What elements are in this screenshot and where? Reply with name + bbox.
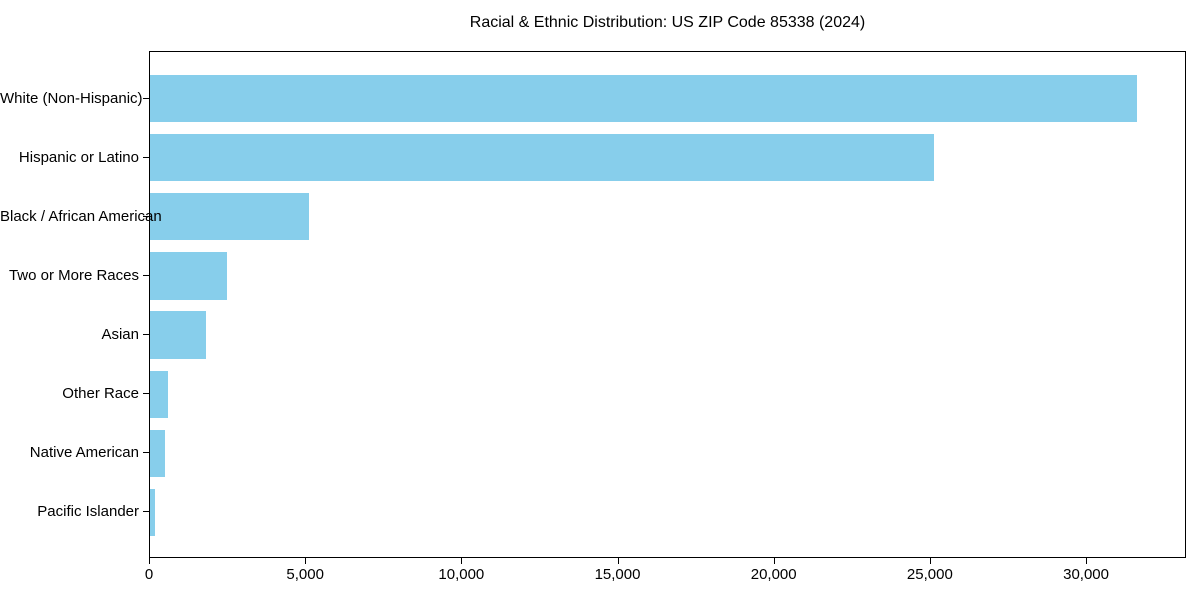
x-axis-tick <box>461 558 462 564</box>
bar-native-american <box>150 429 166 477</box>
bar-black-african-american <box>150 193 309 241</box>
x-axis-tick <box>774 558 775 564</box>
y-axis-label-hispanic-or-latino: Hispanic or Latino <box>18 149 139 166</box>
x-axis-tick-label: 0 <box>144 566 154 583</box>
x-axis-tick-label: 5,000 <box>286 566 324 583</box>
x-axis-tick <box>305 558 306 564</box>
y-axis-label-pacific-islander: Pacific Islander <box>37 503 139 520</box>
y-axis-label-black-african-american: Black / African American <box>0 208 162 225</box>
x-axis-tick <box>618 558 619 564</box>
x-axis-tick-label: 30,000 <box>1063 566 1109 583</box>
x-axis-tick <box>1086 558 1087 564</box>
x-axis-tick-label: 10,000 <box>438 566 485 583</box>
bar-hispanic-or-latino <box>150 134 934 182</box>
x-axis-tick <box>930 558 931 564</box>
y-axis-label-native-american: Native American <box>29 444 139 461</box>
x-axis-tick-label: 15,000 <box>594 566 641 583</box>
bar-two-or-more-races <box>150 252 228 300</box>
x-axis-tick-label: 20,000 <box>750 566 797 583</box>
x-axis-tick <box>149 558 150 564</box>
y-axis-label-white-non-hispanic: White (Non-Hispanic) <box>0 90 143 107</box>
y-axis-label-other-race: Other Race <box>62 385 139 402</box>
y-axis-label-two-or-more-races: Two or More Races <box>8 267 139 284</box>
bar-white-non-hispanic <box>150 75 1138 123</box>
bar-other-race <box>150 370 168 418</box>
y-axis-label-asian: Asian <box>101 326 139 343</box>
bar-asian <box>150 311 206 359</box>
chart-title: Racial & Ethnic Distribution: US ZIP Cod… <box>469 14 866 31</box>
bar-pacific-islander <box>150 488 155 536</box>
plot-area <box>149 51 1186 558</box>
x-axis-tick-label: 25,000 <box>906 566 953 583</box>
